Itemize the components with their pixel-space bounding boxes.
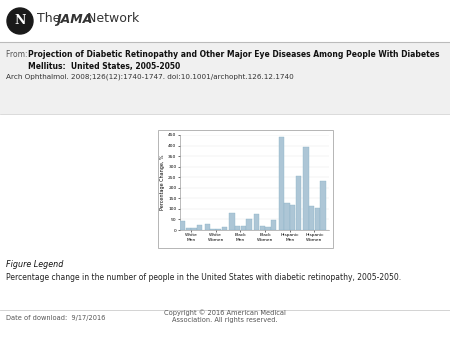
Bar: [180, 221, 185, 230]
Text: Figure Legend: Figure Legend: [6, 260, 63, 269]
Text: N: N: [14, 15, 26, 27]
Bar: [216, 228, 221, 230]
Bar: [290, 205, 295, 230]
Bar: [279, 137, 284, 230]
Text: Percentage change in the number of people in the United States with diabetic ret: Percentage change in the number of peopl…: [6, 273, 401, 282]
Text: From:: From:: [6, 50, 30, 59]
Bar: [191, 228, 197, 230]
Bar: [241, 226, 246, 230]
Bar: [265, 226, 270, 230]
Bar: [0, 0, 450, 42]
Bar: [309, 207, 314, 230]
Bar: [246, 219, 252, 230]
Bar: [158, 130, 333, 248]
Bar: [271, 220, 276, 230]
Bar: [303, 147, 309, 230]
Bar: [296, 175, 301, 230]
Text: JAMA: JAMA: [56, 13, 92, 25]
Bar: [284, 203, 290, 230]
Text: Projection of Diabetic Retinopathy and Other Major Eye Diseases Among People Wit: Projection of Diabetic Retinopathy and O…: [28, 50, 440, 72]
Text: Copyright © 2016 American Medical
Association. All rights reserved.: Copyright © 2016 American Medical Associ…: [164, 309, 286, 323]
Bar: [210, 228, 216, 230]
Y-axis label: Percentage Change, %: Percentage Change, %: [160, 155, 166, 210]
Bar: [260, 226, 265, 230]
Text: The: The: [37, 13, 64, 25]
Bar: [320, 181, 326, 230]
Bar: [185, 228, 191, 230]
Circle shape: [7, 8, 33, 34]
Text: Network: Network: [83, 13, 139, 25]
Bar: [0, 42, 450, 114]
Bar: [197, 225, 202, 230]
Bar: [235, 226, 240, 230]
Bar: [204, 224, 210, 230]
Bar: [229, 213, 234, 230]
Text: Arch Ophthalmol. 2008;126(12):1740-1747. doi:10.1001/archopht.126.12.1740: Arch Ophthalmol. 2008;126(12):1740-1747.…: [6, 74, 294, 80]
Bar: [315, 208, 320, 230]
Text: Date of download:  9/17/2016: Date of download: 9/17/2016: [6, 315, 105, 321]
Bar: [221, 226, 227, 230]
Bar: [254, 214, 259, 230]
